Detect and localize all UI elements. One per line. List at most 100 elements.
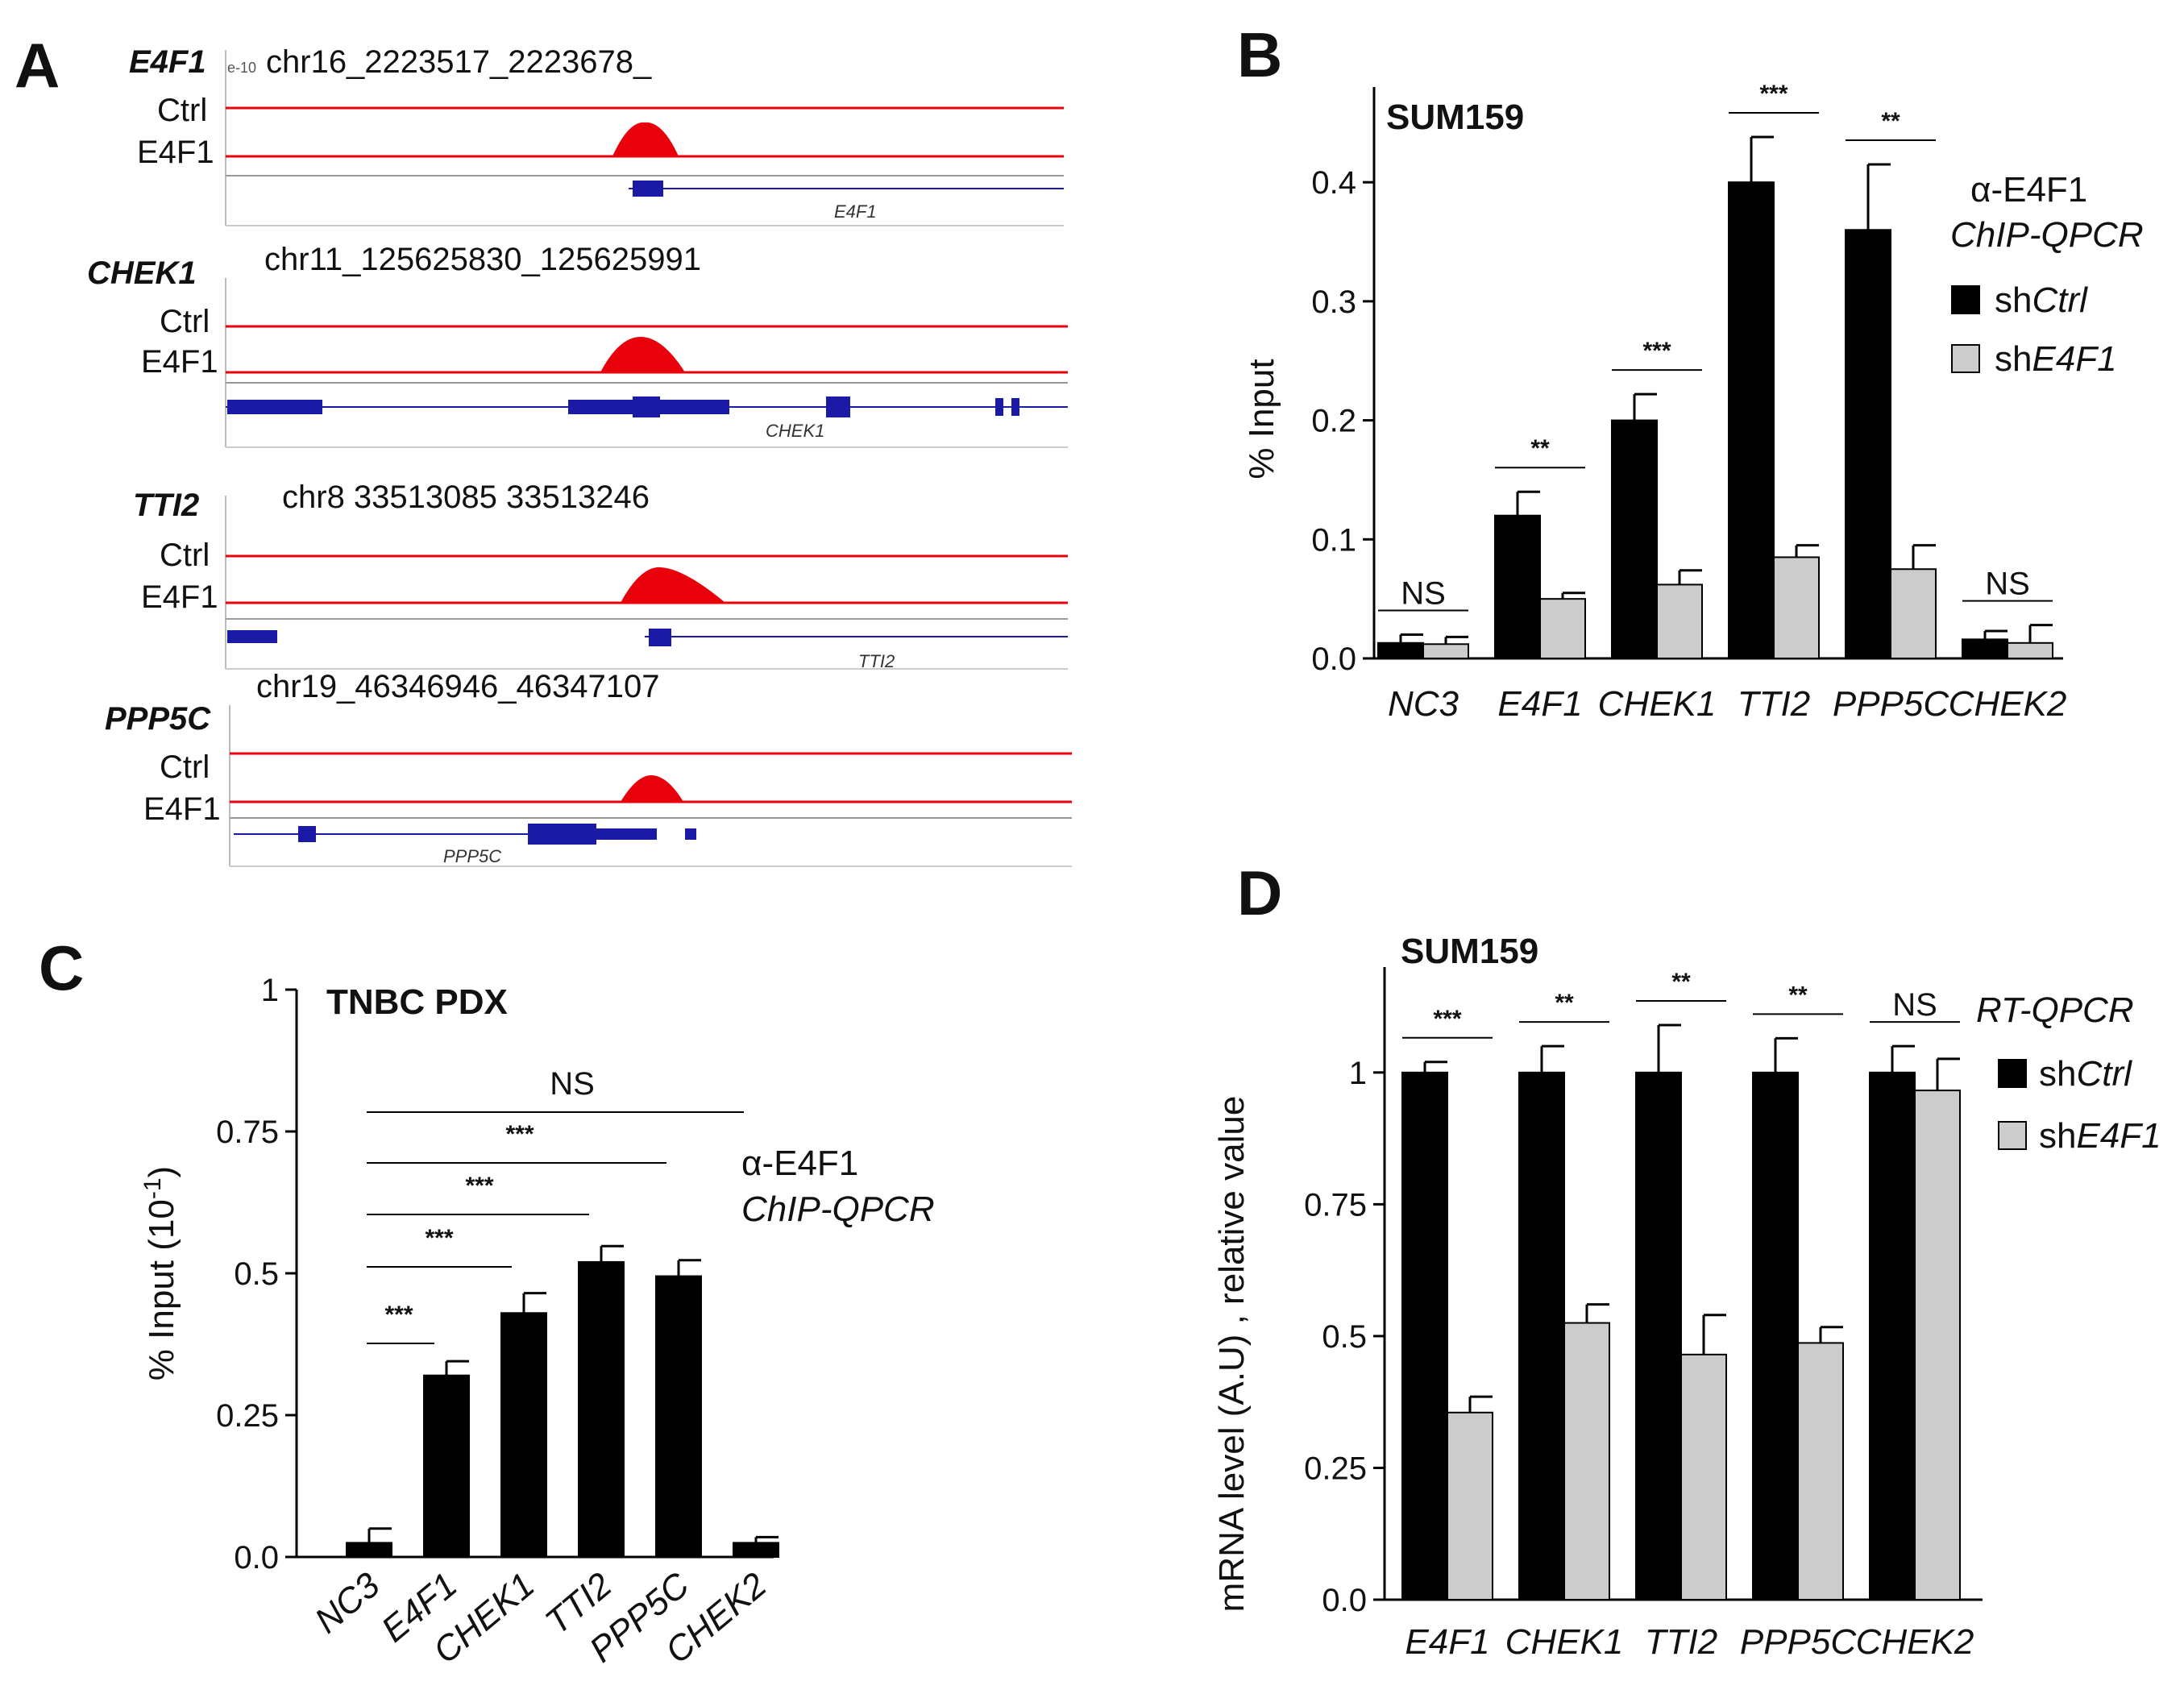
bar-ppp5c [655, 1275, 702, 1559]
track-ppp5c: PPP5C chr19_46346946_46347107 Ctrl E4F1 … [105, 669, 1072, 867]
bar-shctrl-e4f1 [1494, 514, 1541, 659]
bar-chek1 [500, 1312, 547, 1559]
y-axis-label: % Input (10-1) [139, 1166, 181, 1380]
track-gene-name: TTI2 [133, 488, 199, 523]
y-axis-label: % Input [1242, 359, 1281, 479]
binding-peak [621, 775, 683, 802]
y-tick-label: 0.5 [1322, 1319, 1367, 1355]
bar-she4f1-tti2 [1680, 1353, 1727, 1600]
y-tick-label: 0.4 [1311, 165, 1356, 201]
binding-peak [600, 337, 685, 372]
gene-exon [649, 629, 671, 646]
x-tick-label: CHEK1 [1505, 1622, 1624, 1662]
significance-label: ** [1881, 108, 1900, 135]
comparison-label: *** [384, 1302, 413, 1328]
track-ctrl-label: Ctrl [160, 538, 210, 573]
chart-d-plot: 0.0 0.25 0.5 0.75 1 E4F1 *** CHEK1 ** TTI2 ** PPP5C… [1304, 967, 1983, 1662]
bar-shctrl-chek1 [1518, 1071, 1565, 1601]
y-tick-label: 0.0 [1322, 1583, 1367, 1618]
track-ctrl-label: Ctrl [160, 304, 210, 339]
track-chek1: CHEK1 chr11_125625830_125625991 Ctrl E4F… [87, 242, 1068, 448]
significance-label: ** [1555, 990, 1574, 1016]
bar-shctrl-chek2 [1869, 1071, 1916, 1601]
y-axis-label: mRNA level (A.U) , relative value [1212, 1096, 1252, 1613]
panel-c: C TNBC PDX % Input (10-1) α-E4F1 ChIP-QP… [39, 932, 935, 1671]
binding-peak [612, 122, 679, 156]
y-tick-label: 0.75 [216, 1115, 279, 1150]
x-tick-label: TTI2 [1738, 684, 1810, 724]
x-tick-label: CHEK1 [1598, 684, 1717, 724]
track-gene-name: E4F1 [129, 44, 206, 80]
y-tick-label: 0.3 [1311, 284, 1356, 320]
bar-she4f1-chek2 [1914, 1090, 1961, 1600]
panel-a: A E4F1 chr16_2223517_2223678_ e-10 Ctrl … [15, 30, 1072, 867]
x-tick-label: CHEK2 [1949, 684, 2067, 724]
assay-label: α-E4F1 [1970, 170, 2087, 210]
track-scale-label: e-10 [227, 60, 256, 76]
bar-she4f1-tti2 [1773, 556, 1820, 660]
bar-shctrl-chek1 [1611, 419, 1658, 659]
gene-exon [633, 181, 663, 197]
chart-b-plot: 0.0 0.1 0.2 0.3 0.4 NC3 NS E4F1 ** CHEK1 *** TTI2 **… [1311, 81, 2066, 724]
gene-exon [1011, 398, 1019, 416]
bar-shctrl-chek2 [1962, 638, 2008, 659]
significance-label: NS [1401, 575, 1446, 611]
y-tick-label: 0.0 [234, 1540, 279, 1576]
chart-title: TNBC PDX [326, 982, 508, 1022]
y-tick-label: 0.0 [1311, 641, 1356, 677]
gene-exon [995, 398, 1003, 416]
chart-c-plot: 0.00.250.50.751NC3E4F1CHEK1TTI2PPP5CCHEK… [216, 973, 779, 1671]
y-tick-label: 0.1 [1311, 522, 1356, 558]
bar-shctrl-e4f1 [1401, 1071, 1448, 1601]
gene-exon [227, 400, 322, 414]
track-e4f1-label: E4F1 [143, 791, 221, 827]
significance-label: ** [1530, 435, 1550, 462]
legend-label-she4f1: shE4F1 [2039, 1116, 2161, 1156]
x-tick-label: CHEK2 [1856, 1622, 1974, 1662]
track-tti2: TTI2 chr8 33513085 33513246 Ctrl E4F1 TT… [133, 480, 1068, 671]
gene-exon [596, 828, 657, 840]
significance-label: *** [1433, 1006, 1461, 1032]
x-tick-label: PPP5C [1740, 1622, 1858, 1662]
gene-exon [298, 826, 316, 842]
y-tick-label: 0.2 [1311, 404, 1356, 439]
legend-swatch-shctrl [1998, 1059, 2027, 1088]
legend-swatch-she4f1 [1998, 1121, 2027, 1150]
comparison-label: *** [425, 1225, 453, 1252]
track-locus: chr8 33513085 33513246 [282, 480, 650, 515]
bar-she4f1-chek1 [1656, 583, 1703, 660]
legend-label-shctrl: shCtrl [1995, 280, 2088, 320]
significance-label: ** [1788, 982, 1808, 1008]
significance-label: ** [1671, 969, 1691, 995]
comparison-label: *** [505, 1121, 534, 1148]
chart-title: SUM159 [1386, 98, 1524, 137]
bar-she4f1-chek2 [2007, 641, 2053, 659]
legend-label-she4f1: shE4F1 [1995, 339, 2117, 379]
track-locus: chr16_2223517_2223678_ [266, 44, 652, 80]
significance-label: *** [1759, 81, 1787, 107]
track-locus: chr19_46346946_46347107 [256, 669, 660, 704]
panel-b: B SUM159 % Input α-E4F1 ChIP-QPCR shCtrl… [1237, 19, 2144, 724]
panel-a-label: A [15, 30, 60, 101]
bar-shctrl-tti2 [1635, 1071, 1682, 1601]
track-e4f1-label: E4F1 [141, 344, 218, 380]
track-e4f1: E4F1 chr16_2223517_2223678_ e-10 Ctrl E4… [129, 44, 1064, 226]
panel-d: D SUM159 mRNA level (A.U) , relative val… [1212, 857, 2161, 1662]
legend-label-shctrl: shCtrl [2039, 1054, 2132, 1094]
bar-shctrl-tti2 [1728, 181, 1775, 659]
gene-exon [528, 824, 596, 845]
track-locus: chr11_125625830_125625991 [264, 242, 701, 277]
track-ctrl-label: Ctrl [157, 93, 207, 128]
x-tick-label: E4F1 [1497, 684, 1582, 724]
significance-label: NS [1892, 987, 1937, 1023]
bar-shctrl-ppp5c [1752, 1071, 1799, 1601]
x-tick-label: NC3 [1388, 684, 1459, 724]
y-tick-label: 0.75 [1304, 1187, 1367, 1223]
gene-exon [826, 396, 850, 417]
bar-chek2 [733, 1542, 779, 1559]
significance-label: NS [1985, 567, 2030, 602]
gene-exon [227, 630, 277, 643]
track-gene-name: CHEK1 [87, 255, 197, 291]
assay-method-label: ChIP-QPCR [1950, 215, 2144, 255]
